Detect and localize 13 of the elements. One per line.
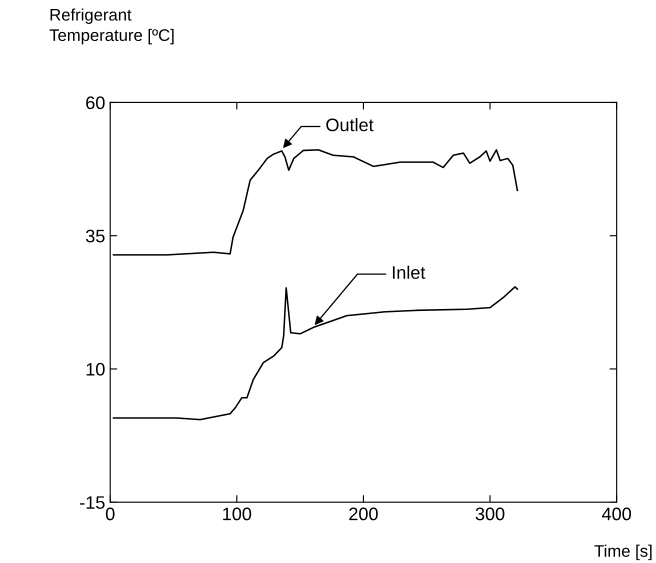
- annotation: Inlet: [392, 266, 426, 279]
- x-tick-label: 0: [106, 508, 115, 520]
- y-axis-title: Refrigerant Temperature [ºC]: [50, 8, 174, 44]
- y-tick-label: 35: [86, 230, 105, 242]
- x-axis-title: Time [s]: [594, 544, 652, 560]
- x-tick-label: 400: [602, 508, 631, 520]
- annotation: Outlet: [326, 118, 374, 132]
- x-tick-label: 100: [223, 508, 252, 520]
- x-tick-label: 300: [476, 508, 504, 520]
- y-tick-label: 10: [86, 362, 105, 376]
- y-tick-label: 60: [86, 96, 105, 110]
- x-tick-label: 200: [349, 508, 378, 520]
- y-tick-label: -15: [80, 496, 105, 509]
